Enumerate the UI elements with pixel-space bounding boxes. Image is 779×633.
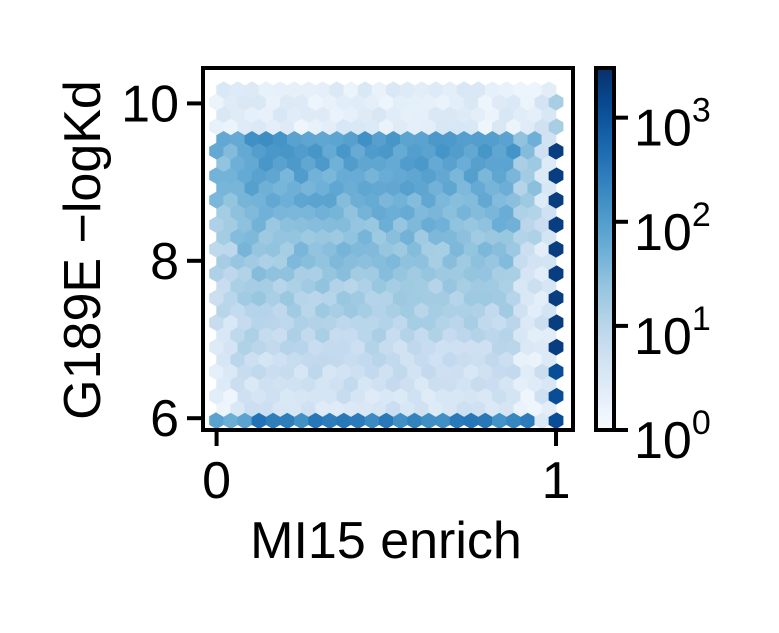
hexbin-layer (209, 81, 564, 430)
y-tick-label: 6 (150, 390, 179, 448)
colorbar-tick-label: 101 (634, 300, 711, 366)
hex-bin (541, 81, 557, 99)
y-axis-label: G189E −logKd (54, 80, 112, 420)
colorbar-gradient (594, 66, 616, 432)
colorbar: 100 101 102 103 (594, 66, 711, 470)
y-tick-label: 8 (150, 233, 179, 291)
colorbar-tick-label: 100 (634, 404, 711, 470)
y-tick-label: 10 (121, 75, 179, 133)
colorbar-tick-label: 102 (634, 196, 711, 262)
x-tick-label: 0 (202, 452, 231, 510)
y-axis: 6 8 10 (121, 75, 203, 448)
plot-frame (201, 66, 575, 432)
x-axis-label: MI15 enrich (250, 512, 522, 570)
x-tick-label: 1 (542, 452, 571, 510)
colorbar-tick-label: 103 (634, 92, 711, 158)
